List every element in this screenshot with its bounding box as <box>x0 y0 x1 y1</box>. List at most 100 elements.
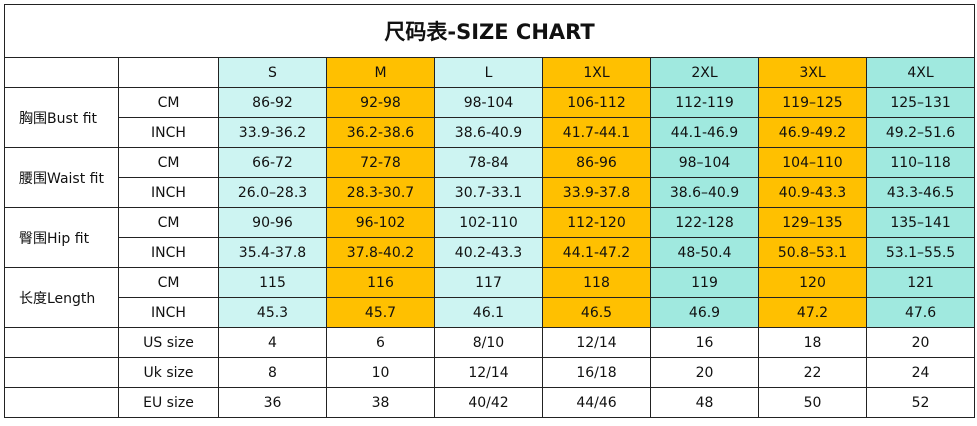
size-value: 41.7-44.1 <box>542 117 651 148</box>
size-value: 104–110 <box>758 147 867 178</box>
size-value: 16/18 <box>542 357 651 388</box>
measurement-row: INCH 45.3 45.7 46.1 46.5 46.9 47.2 47.6 <box>5 297 976 328</box>
size-value: 90-96 <box>218 207 327 238</box>
size-value: 46.1 <box>434 297 543 328</box>
size-value: 50.8–53.1 <box>758 237 867 268</box>
measurement-row: 臀围Hip fit CM 90-96 96-102 102-110 112-120 122-… <box>4 207 976 268</box>
conversion-row: US size 4 6 8/10 12/14 16 18 20 <box>4 327 976 358</box>
unit-label: INCH <box>118 237 219 268</box>
size-value: 121 <box>865 267 976 298</box>
size-header: S <box>218 57 327 88</box>
size-value: 86-92 <box>218 87 327 118</box>
size-value: 12/14 <box>434 357 543 388</box>
size-value: 98–104 <box>650 147 759 178</box>
size-value: 115 <box>218 267 327 298</box>
empty-cell <box>4 327 119 358</box>
table-body: 尺码表-SIZE CHART S M L 1XL 2XL 3XL 4XL 胸围Bust fit… <box>3 4 976 418</box>
size-value: 47.6 <box>865 297 976 328</box>
size-value: 28.3-30.7 <box>326 177 435 208</box>
size-header: M <box>326 57 435 88</box>
unit-label: CM <box>118 147 219 178</box>
size-value: 45.3 <box>218 297 327 328</box>
size-value: 96-102 <box>326 207 435 238</box>
size-value: 117 <box>434 267 543 298</box>
size-value: 112-120 <box>542 207 651 238</box>
size-chart: 尺码表-SIZE CHART S M L 1XL 2XL 3XL 4XL 胸围Bust fit… <box>3 4 976 418</box>
size-value: 38.6-40.9 <box>434 117 543 148</box>
size-value: 46.9-49.2 <box>758 117 867 148</box>
size-value: 40/42 <box>434 387 543 418</box>
unit-label: CM <box>118 87 219 118</box>
size-value: 18 <box>758 327 867 358</box>
size-value: 53.1–55.5 <box>865 237 976 268</box>
size-value: 116 <box>326 267 435 298</box>
size-value: 44.1-47.2 <box>542 237 651 268</box>
size-value: 46.9 <box>650 297 759 328</box>
size-value: 92-98 <box>326 87 435 118</box>
conversion-row: Uk size 8 10 12/14 16/18 20 22 24 <box>4 357 976 388</box>
size-value: 12/14 <box>542 327 651 358</box>
unit-label: CM <box>118 267 219 298</box>
size-value: 66-72 <box>218 147 327 178</box>
title: 尺码表-SIZE CHART <box>3 4 976 58</box>
size-value: 33.9-37.8 <box>542 177 651 208</box>
size-value: 8/10 <box>434 327 543 358</box>
size-value: 49.2–51.6 <box>865 117 976 148</box>
size-value: 24 <box>865 357 976 388</box>
size-value: 120 <box>758 267 867 298</box>
size-value: 16 <box>650 327 759 358</box>
measurement-row: 胸围Bust fit CM 86-92 92-98 98-104 106-112 112-1… <box>4 87 976 148</box>
size-value: 48-50.4 <box>650 237 759 268</box>
measurement-label: 腰围Waist fit <box>4 147 119 208</box>
size-value: 112-119 <box>650 87 759 118</box>
size-value: 48 <box>650 387 759 418</box>
size-header: L <box>434 57 543 88</box>
size-value: 36 <box>218 387 327 418</box>
unit-label: INCH <box>118 177 219 208</box>
size-value: 72-78 <box>326 147 435 178</box>
conversion-row: EU size 36 38 40/42 44/46 48 50 52 <box>4 387 976 418</box>
size-value: 122-128 <box>650 207 759 238</box>
size-value: 40.9-43.3 <box>758 177 867 208</box>
size-header: 2XL <box>650 57 759 88</box>
size-value: 8 <box>218 357 327 388</box>
unit-label: INCH <box>118 297 219 328</box>
size-value: 20 <box>865 327 976 358</box>
size-value: 129–135 <box>758 207 867 238</box>
measurement-row: 腰围Waist fit CM 66-72 72-78 78-84 86-96 98–104 1… <box>4 147 976 208</box>
size-header: 4XL <box>865 57 976 88</box>
size-value: 102-110 <box>434 207 543 238</box>
size-value: 47.2 <box>758 297 867 328</box>
size-value: 125–131 <box>865 87 976 118</box>
size-value: 119 <box>650 267 759 298</box>
size-value: 4 <box>218 327 327 358</box>
size-value: 38.6–40.9 <box>650 177 759 208</box>
size-value: 135–141 <box>865 207 976 238</box>
measurement-row: INCH 26.0–28.3 28.3-30.7 30.7-33.1 33.9-37.8… <box>5 177 976 208</box>
size-value: 98-104 <box>434 87 543 118</box>
size-value: 118 <box>542 267 651 298</box>
empty-cell <box>4 357 119 388</box>
size-value: 35.4-37.8 <box>218 237 327 268</box>
size-value: 33.9-36.2 <box>218 117 327 148</box>
measurement-row: INCH 35.4-37.8 37.8-40.2 40.2-43.3 44.1-47.2… <box>5 237 976 268</box>
size-value: 50 <box>758 387 867 418</box>
size-value: 45.7 <box>326 297 435 328</box>
size-value: 26.0–28.3 <box>218 177 327 208</box>
size-value: 110–118 <box>865 147 976 178</box>
size-value: 6 <box>326 327 435 358</box>
conversion-label: Uk size <box>118 357 219 388</box>
empty-cell <box>4 387 119 418</box>
unit-label: CM <box>118 207 219 238</box>
size-value: 36.2-38.6 <box>326 117 435 148</box>
size-value: 22 <box>758 357 867 388</box>
size-value: 38 <box>326 387 435 418</box>
size-value: 52 <box>865 387 976 418</box>
size-value: 106-112 <box>542 87 651 118</box>
corner-cell <box>118 57 219 88</box>
conversion-label: EU size <box>118 387 219 418</box>
size-value: 119–125 <box>758 87 867 118</box>
measurement-label: 长度Length <box>4 267 119 328</box>
measurement-label: 胸围Bust fit <box>4 87 119 148</box>
title-row: 尺码表-SIZE CHART <box>3 4 976 58</box>
